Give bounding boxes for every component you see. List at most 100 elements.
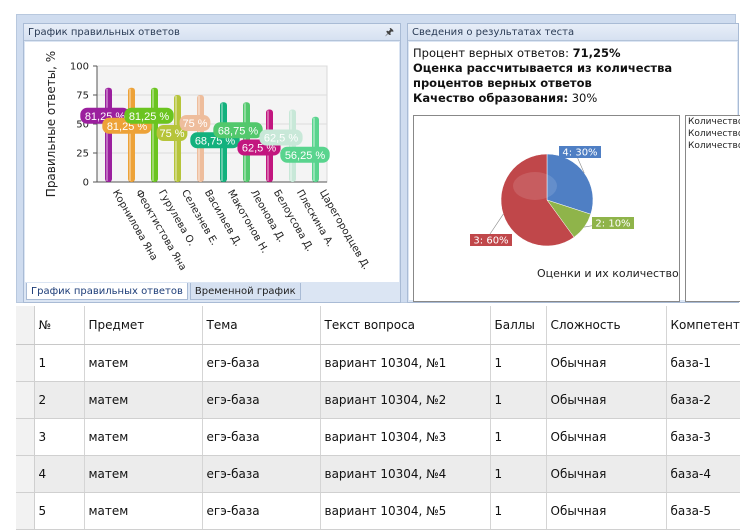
table-cell[interactable]: егэ-база bbox=[202, 492, 321, 530]
data-label-badge bbox=[156, 125, 188, 141]
data-label: 75 % bbox=[182, 118, 207, 130]
table-cell[interactable]: матем bbox=[84, 381, 203, 419]
grading-note: Оценка рассчитывается из количества проц… bbox=[413, 61, 673, 90]
percent-line: Процент верных ответов: 71,25% bbox=[413, 46, 733, 61]
table-cell[interactable]: вариант 10304, №2 bbox=[320, 381, 491, 419]
row-selector-header[interactable] bbox=[16, 306, 35, 345]
panel-title-text: График правильных ответов bbox=[28, 27, 180, 38]
test-results-panel: Сведения о результатах теста Процент вер… bbox=[407, 23, 740, 303]
panel-title-text: Сведения о результатах теста bbox=[412, 27, 575, 38]
slice-label: 4: 30% bbox=[562, 148, 597, 159]
table-cell[interactable]: 4 bbox=[34, 455, 85, 493]
y-tick-label: 100 bbox=[70, 62, 89, 73]
row-selector[interactable] bbox=[16, 455, 35, 493]
table-row[interactable]: 4 матем егэ-база вариант 10304, №4 1 Обычная б… bbox=[16, 455, 740, 493]
table-cell[interactable]: база-2 bbox=[666, 381, 740, 419]
table-cell[interactable]: егэ-база bbox=[202, 418, 321, 456]
row-selector[interactable] bbox=[16, 381, 35, 419]
table-cell[interactable]: база-4 bbox=[666, 455, 740, 493]
pie-chart-box: 4: 30% 2: 10% 3: 60% Оценки и их количеств… bbox=[413, 115, 680, 302]
pin-icon[interactable]: 🖈 bbox=[384, 27, 394, 38]
y-tick-label: 50 bbox=[76, 120, 89, 131]
tab-time-graph[interactable]: Временной график bbox=[189, 283, 301, 300]
quality-value: 30% bbox=[571, 91, 598, 105]
table-cell[interactable]: вариант 10304, №5 bbox=[320, 492, 491, 530]
table-cell[interactable]: 1 bbox=[490, 381, 547, 419]
data-label-badge bbox=[213, 122, 263, 139]
table-cell[interactable]: матем bbox=[84, 418, 203, 456]
table-cell[interactable]: егэ-база bbox=[202, 381, 321, 419]
column-header[interactable]: Компетенти bbox=[666, 306, 740, 345]
column-header[interactable]: Баллы bbox=[490, 306, 547, 345]
pie-gloss bbox=[513, 172, 557, 200]
table-cell[interactable]: база-3 bbox=[666, 418, 740, 456]
table-cell[interactable]: егэ-база bbox=[202, 455, 321, 493]
row-selector[interactable] bbox=[16, 344, 35, 382]
table-row[interactable]: 3 матем егэ-база вариант 10304, №3 1 Обычная б… bbox=[16, 418, 740, 456]
tab-correct-answers[interactable]: График правильных ответов bbox=[26, 283, 188, 300]
row-selector[interactable] bbox=[16, 418, 35, 456]
data-label: 68,75 % bbox=[218, 125, 259, 137]
table-row[interactable]: 1 матем егэ-база вариант 10304, №1 1 Обычная б… bbox=[16, 344, 740, 382]
row-selector[interactable] bbox=[16, 492, 35, 530]
y-tick-label: 0 bbox=[83, 178, 89, 189]
slice-label-badge bbox=[470, 234, 512, 246]
column-header[interactable]: Тема bbox=[202, 306, 321, 345]
slice-label: 2: 10% bbox=[595, 219, 630, 230]
table-cell[interactable]: Обычная bbox=[546, 344, 667, 382]
table-cell[interactable]: егэ-база bbox=[202, 344, 321, 382]
table-cell[interactable]: Обычная bbox=[546, 455, 667, 493]
pie-chart: 4: 30% 2: 10% 3: 60% bbox=[470, 146, 634, 247]
y-axis-label: Правильные ответы, % bbox=[44, 51, 58, 197]
table-cell[interactable]: 1 bbox=[490, 492, 547, 530]
table-cell[interactable]: 5 bbox=[34, 492, 85, 530]
quality-label: Качество образования: bbox=[413, 91, 569, 105]
table-cell[interactable]: матем bbox=[84, 455, 203, 493]
results-window: График правильных ответов 🖈 0 25 50 75 100 Пр… bbox=[16, 14, 740, 303]
bar-highlight bbox=[152, 88, 154, 181]
legend-item: Количество "2 bbox=[688, 141, 740, 151]
data-label: 75 % bbox=[159, 128, 184, 140]
column-header[interactable]: Сложность bbox=[546, 306, 667, 345]
data-label-badge bbox=[280, 146, 330, 163]
table-cell[interactable]: 1 bbox=[490, 455, 547, 493]
table-row[interactable]: 2 матем егэ-база вариант 10304, №2 1 Обычная б… bbox=[16, 381, 740, 419]
table-cell[interactable]: 3 bbox=[34, 418, 85, 456]
data-label-badge bbox=[179, 115, 211, 131]
pie-caption: Оценки и их количество bbox=[537, 267, 679, 280]
panel-title: Сведения о результатах теста bbox=[408, 24, 738, 41]
table-cell[interactable]: матем bbox=[84, 344, 203, 382]
y-tick-label: 75 bbox=[76, 91, 89, 102]
chart-tabs: График правильных ответов Временной граф… bbox=[26, 283, 301, 300]
bar bbox=[289, 109, 296, 182]
grade-legend: Количество "4 Количество "3 Количество "… bbox=[685, 115, 740, 302]
table-cell[interactable]: 1 bbox=[34, 344, 85, 382]
table-cell[interactable]: 1 bbox=[490, 344, 547, 382]
table-row[interactable]: 5 матем егэ-база вариант 10304, №5 1 Обычная б… bbox=[16, 492, 740, 530]
table-cell[interactable]: база-1 bbox=[666, 344, 740, 382]
questions-table: № Предмет Тема Текст вопроса Баллы Сложн… bbox=[16, 306, 740, 530]
table-cell[interactable]: 2 bbox=[34, 381, 85, 419]
table-cell[interactable]: 1 bbox=[490, 418, 547, 456]
table-cell[interactable]: Обычная bbox=[546, 381, 667, 419]
table-cell[interactable]: база-5 bbox=[666, 492, 740, 530]
table-cell[interactable]: вариант 10304, №3 bbox=[320, 418, 491, 456]
column-header[interactable]: Текст вопроса bbox=[320, 306, 491, 345]
results-body: Процент верных ответов: 71,25% Оценка ра… bbox=[409, 42, 740, 302]
chart-area: 0 25 50 75 100 Правильные ответы, % Корнилова … bbox=[25, 42, 399, 282]
quality-line: Качество образования: 30% bbox=[413, 91, 733, 106]
table-cell[interactable]: вариант 10304, №4 bbox=[320, 455, 491, 493]
column-header[interactable]: № bbox=[34, 306, 85, 345]
table-cell[interactable]: вариант 10304, №1 bbox=[320, 344, 491, 382]
pie-slice bbox=[500, 153, 575, 247]
correct-answers-panel: График правильных ответов 🖈 0 25 50 75 100 Пр… bbox=[23, 23, 401, 303]
legend-item: Количество "3 bbox=[688, 129, 740, 139]
y-tick-label: 25 bbox=[76, 149, 89, 160]
table-cell[interactable]: Обычная bbox=[546, 492, 667, 530]
table-cell[interactable]: Обычная bbox=[546, 418, 667, 456]
table-cell[interactable]: матем bbox=[84, 492, 203, 530]
percent-value: 71,25% bbox=[572, 46, 621, 60]
percent-label: Процент верных ответов: bbox=[413, 46, 569, 60]
column-header[interactable]: Предмет bbox=[84, 306, 203, 345]
